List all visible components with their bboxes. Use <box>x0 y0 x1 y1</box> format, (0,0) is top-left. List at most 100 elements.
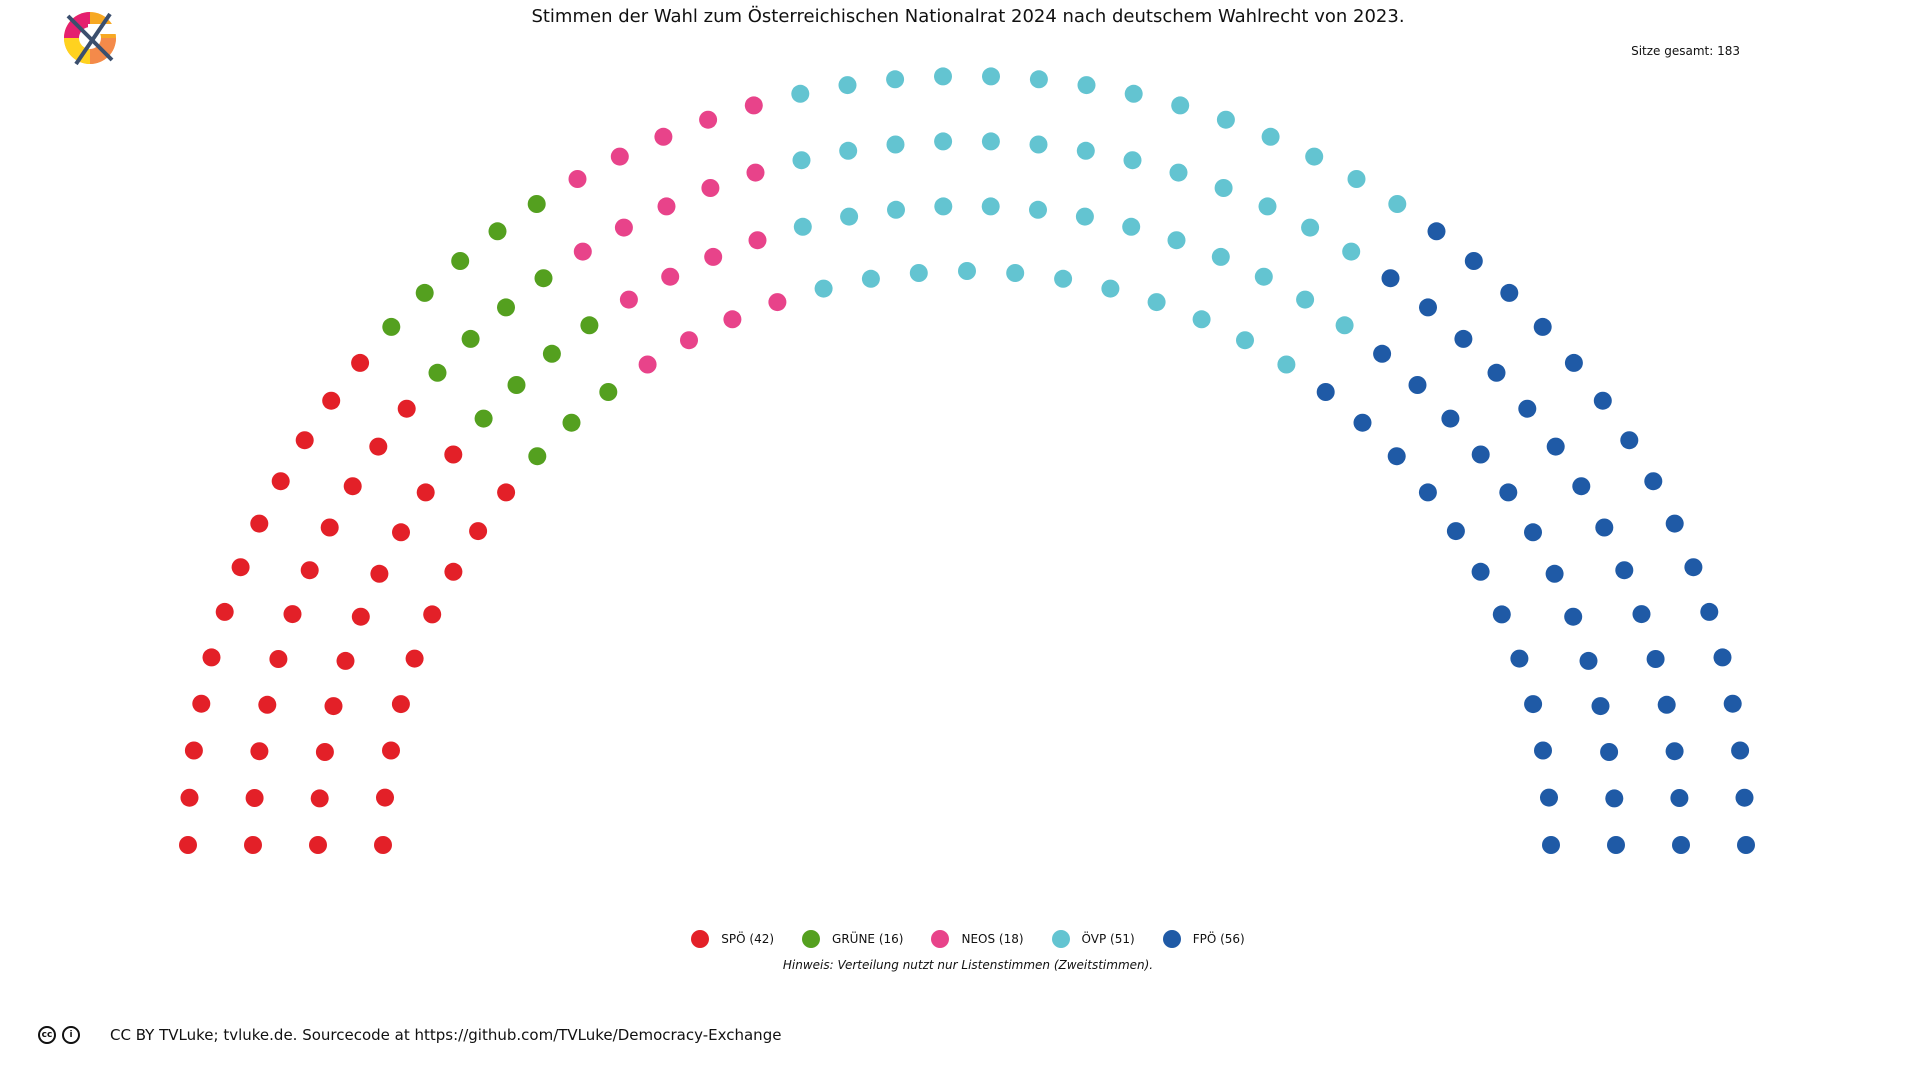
seat-FPÖ <box>1373 344 1392 363</box>
seat-SPÖ <box>376 788 394 807</box>
seat-GRÜNE <box>580 316 599 335</box>
seat-ÖVP <box>1077 76 1096 95</box>
seat-SPÖ <box>244 836 262 854</box>
seat-FPÖ <box>1644 472 1663 491</box>
seat-FPÖ <box>1427 222 1446 241</box>
seat-SPÖ <box>245 789 264 807</box>
seat-SPÖ <box>497 483 516 502</box>
seat-FPÖ <box>1572 477 1591 496</box>
legend-label: ÖVP (51) <box>1081 932 1135 946</box>
logo <box>62 10 118 66</box>
seat-NEOS <box>568 170 587 188</box>
legend-marker <box>691 930 710 948</box>
seat-ÖVP <box>982 67 1000 86</box>
legend-item-3: ÖVP (51) <box>1051 930 1135 948</box>
seat-ÖVP <box>934 132 953 151</box>
seat-GRÜNE <box>528 447 547 466</box>
legend-label: FPÖ (56) <box>1192 932 1245 946</box>
seat-SPÖ <box>179 836 197 854</box>
seat-ÖVP <box>934 197 953 216</box>
seat-NEOS <box>619 290 638 309</box>
seat-FPÖ <box>1615 561 1634 580</box>
seat-ÖVP <box>1006 264 1025 282</box>
seat-NEOS <box>768 293 787 312</box>
seat-ÖVP <box>1076 141 1095 160</box>
seat-ÖVP <box>886 70 905 89</box>
seat-SPÖ <box>300 561 319 580</box>
seat-SPÖ <box>180 788 199 807</box>
legend-item-4: FPÖ (56) <box>1162 930 1245 948</box>
cc-icon: cc <box>38 1026 56 1044</box>
seat-NEOS <box>614 218 633 237</box>
seat-ÖVP <box>1261 127 1280 146</box>
seat-NEOS <box>573 242 592 261</box>
seat-SPÖ <box>271 472 290 491</box>
seat-ÖVP <box>1216 110 1235 129</box>
seat-FPÖ <box>1713 648 1732 667</box>
seat-ÖVP <box>1335 316 1354 335</box>
seat-GRÜNE <box>488 222 507 241</box>
seat-ÖVP <box>1029 70 1048 89</box>
seat-NEOS <box>699 110 718 129</box>
seat-FPÖ <box>1723 694 1742 713</box>
seat-ÖVP <box>1301 218 1320 237</box>
seat-SPÖ <box>416 483 435 502</box>
seat-ÖVP <box>1347 170 1366 188</box>
seat-FPÖ <box>1518 399 1537 418</box>
seat-NEOS <box>638 355 657 374</box>
seat-FPÖ <box>1418 483 1437 502</box>
seat-NEOS <box>746 163 765 182</box>
seat-ÖVP <box>1192 310 1211 329</box>
legend-label: GRÜNE (16) <box>832 932 904 946</box>
seat-SPÖ <box>250 514 269 533</box>
seat-NEOS <box>661 267 680 286</box>
seat-ÖVP <box>1124 84 1143 103</box>
seat-ÖVP <box>1342 242 1361 261</box>
seat-FPÖ <box>1500 283 1519 302</box>
seat-FPÖ <box>1646 650 1665 668</box>
seat-FPÖ <box>1672 836 1690 854</box>
seat-GRÜNE <box>527 195 546 213</box>
seat-NEOS <box>654 127 673 146</box>
seat-SPÖ <box>250 742 269 761</box>
seat-SPÖ <box>336 651 355 670</box>
seat-FPÖ <box>1700 602 1719 621</box>
seat-ÖVP <box>1305 147 1324 166</box>
seat-FPÖ <box>1564 353 1583 372</box>
seat-FPÖ <box>1684 558 1703 577</box>
seat-SPÖ <box>351 607 370 626</box>
footer: cc i CC BY TVLuke; tvluke.de. Sourcecode… <box>38 1026 781 1044</box>
seat-FPÖ <box>1731 741 1750 760</box>
seat-SPÖ <box>309 836 327 854</box>
seat-FPÖ <box>1454 329 1473 348</box>
seat-GRÜNE <box>599 383 618 401</box>
seat-FPÖ <box>1595 518 1614 537</box>
seat-ÖVP <box>1101 279 1120 298</box>
seat-GRÜNE <box>497 298 515 317</box>
seat-FPÖ <box>1607 836 1625 854</box>
seat-SPÖ <box>320 518 339 537</box>
seat-ÖVP <box>1277 355 1296 374</box>
seat-SPÖ <box>310 789 329 808</box>
seat-ÖVP <box>1258 197 1277 216</box>
seat-NEOS <box>701 179 720 197</box>
seat-SPÖ <box>405 649 424 668</box>
attribution-icon: i <box>62 1026 80 1044</box>
legend-item-1: GRÜNE (16) <box>802 930 903 948</box>
legend-item-0: SPÖ (42) <box>691 930 774 948</box>
seat-SPÖ <box>258 695 277 714</box>
seat-GRÜNE <box>415 283 434 302</box>
seat-ÖVP <box>840 207 859 226</box>
seat-NEOS <box>680 331 698 350</box>
seat-FPÖ <box>1542 836 1560 854</box>
seat-NEOS <box>744 96 763 115</box>
seat-GRÜNE <box>562 413 581 432</box>
seat-FPÖ <box>1546 437 1565 456</box>
seat-FPÖ <box>1441 409 1460 428</box>
seat-ÖVP <box>1171 96 1190 115</box>
seat-FPÖ <box>1534 741 1552 760</box>
seat-ÖVP <box>1147 293 1166 312</box>
seat-FPÖ <box>1464 252 1483 270</box>
seat-SPÖ <box>369 437 388 456</box>
